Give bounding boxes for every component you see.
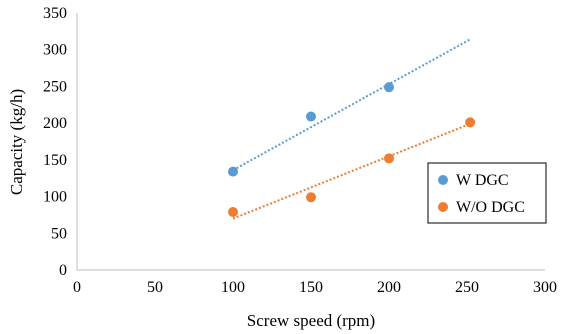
- x-tick-label: 300: [533, 279, 557, 296]
- data-points: [228, 82, 476, 217]
- y-tick-label: 0: [59, 262, 67, 279]
- legend-marker-w-dgc: [438, 175, 448, 185]
- legend-box: [427, 162, 547, 224]
- x-tick-label: 150: [299, 279, 323, 296]
- y-tick-label: 350: [43, 5, 67, 22]
- y-tick-label: 200: [43, 115, 67, 132]
- x-tick-label: 50: [147, 279, 163, 296]
- data-point-w-o-dgc: [384, 153, 394, 164]
- x-tick-label: 250: [455, 279, 479, 296]
- trendlines: [232, 38, 471, 220]
- trendline-w-o-dgc: [232, 122, 471, 220]
- axes: 0 50 100 150 200 250 300 0 50 100 150 200 250 300 350: [43, 5, 557, 296]
- data-point-w-o-dgc: [306, 192, 316, 203]
- trendline-w-dgc: [232, 38, 471, 172]
- data-point-w-dgc: [306, 111, 316, 122]
- y-tick-label: 250: [43, 78, 67, 95]
- x-tick-label: 200: [377, 279, 401, 296]
- x-axis-label: Screw speed (rpm): [247, 311, 375, 330]
- data-point-w-o-dgc: [465, 117, 476, 128]
- data-point-w-o-dgc: [228, 206, 238, 217]
- data-point-w-dgc: [228, 166, 238, 177]
- x-tick-label: 0: [73, 279, 81, 296]
- legend-label-wo-dgc: W/O DGC: [456, 199, 525, 216]
- y-tick-label: 50: [51, 225, 67, 242]
- legend-marker-wo-dgc: [438, 202, 448, 212]
- y-tick-label: 150: [43, 152, 67, 169]
- y-tick-label: 300: [43, 42, 67, 59]
- data-point-w-dgc: [384, 82, 394, 93]
- y-tick-label: 100: [43, 189, 67, 206]
- y-axis-label: Capacity (kg/h): [7, 89, 26, 195]
- legend-label-w-dgc: W DGC: [456, 172, 509, 189]
- x-tick-label: 100: [221, 279, 245, 296]
- legend: W DGC W/O DGC: [427, 162, 547, 224]
